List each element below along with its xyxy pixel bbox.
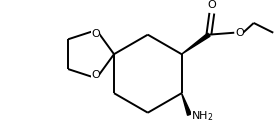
Polygon shape (182, 33, 210, 54)
Text: O: O (207, 0, 216, 10)
Text: NH$_2$: NH$_2$ (191, 110, 213, 123)
Text: O: O (91, 70, 100, 80)
Text: O: O (236, 28, 244, 38)
Polygon shape (182, 93, 191, 115)
Text: O: O (91, 29, 100, 39)
